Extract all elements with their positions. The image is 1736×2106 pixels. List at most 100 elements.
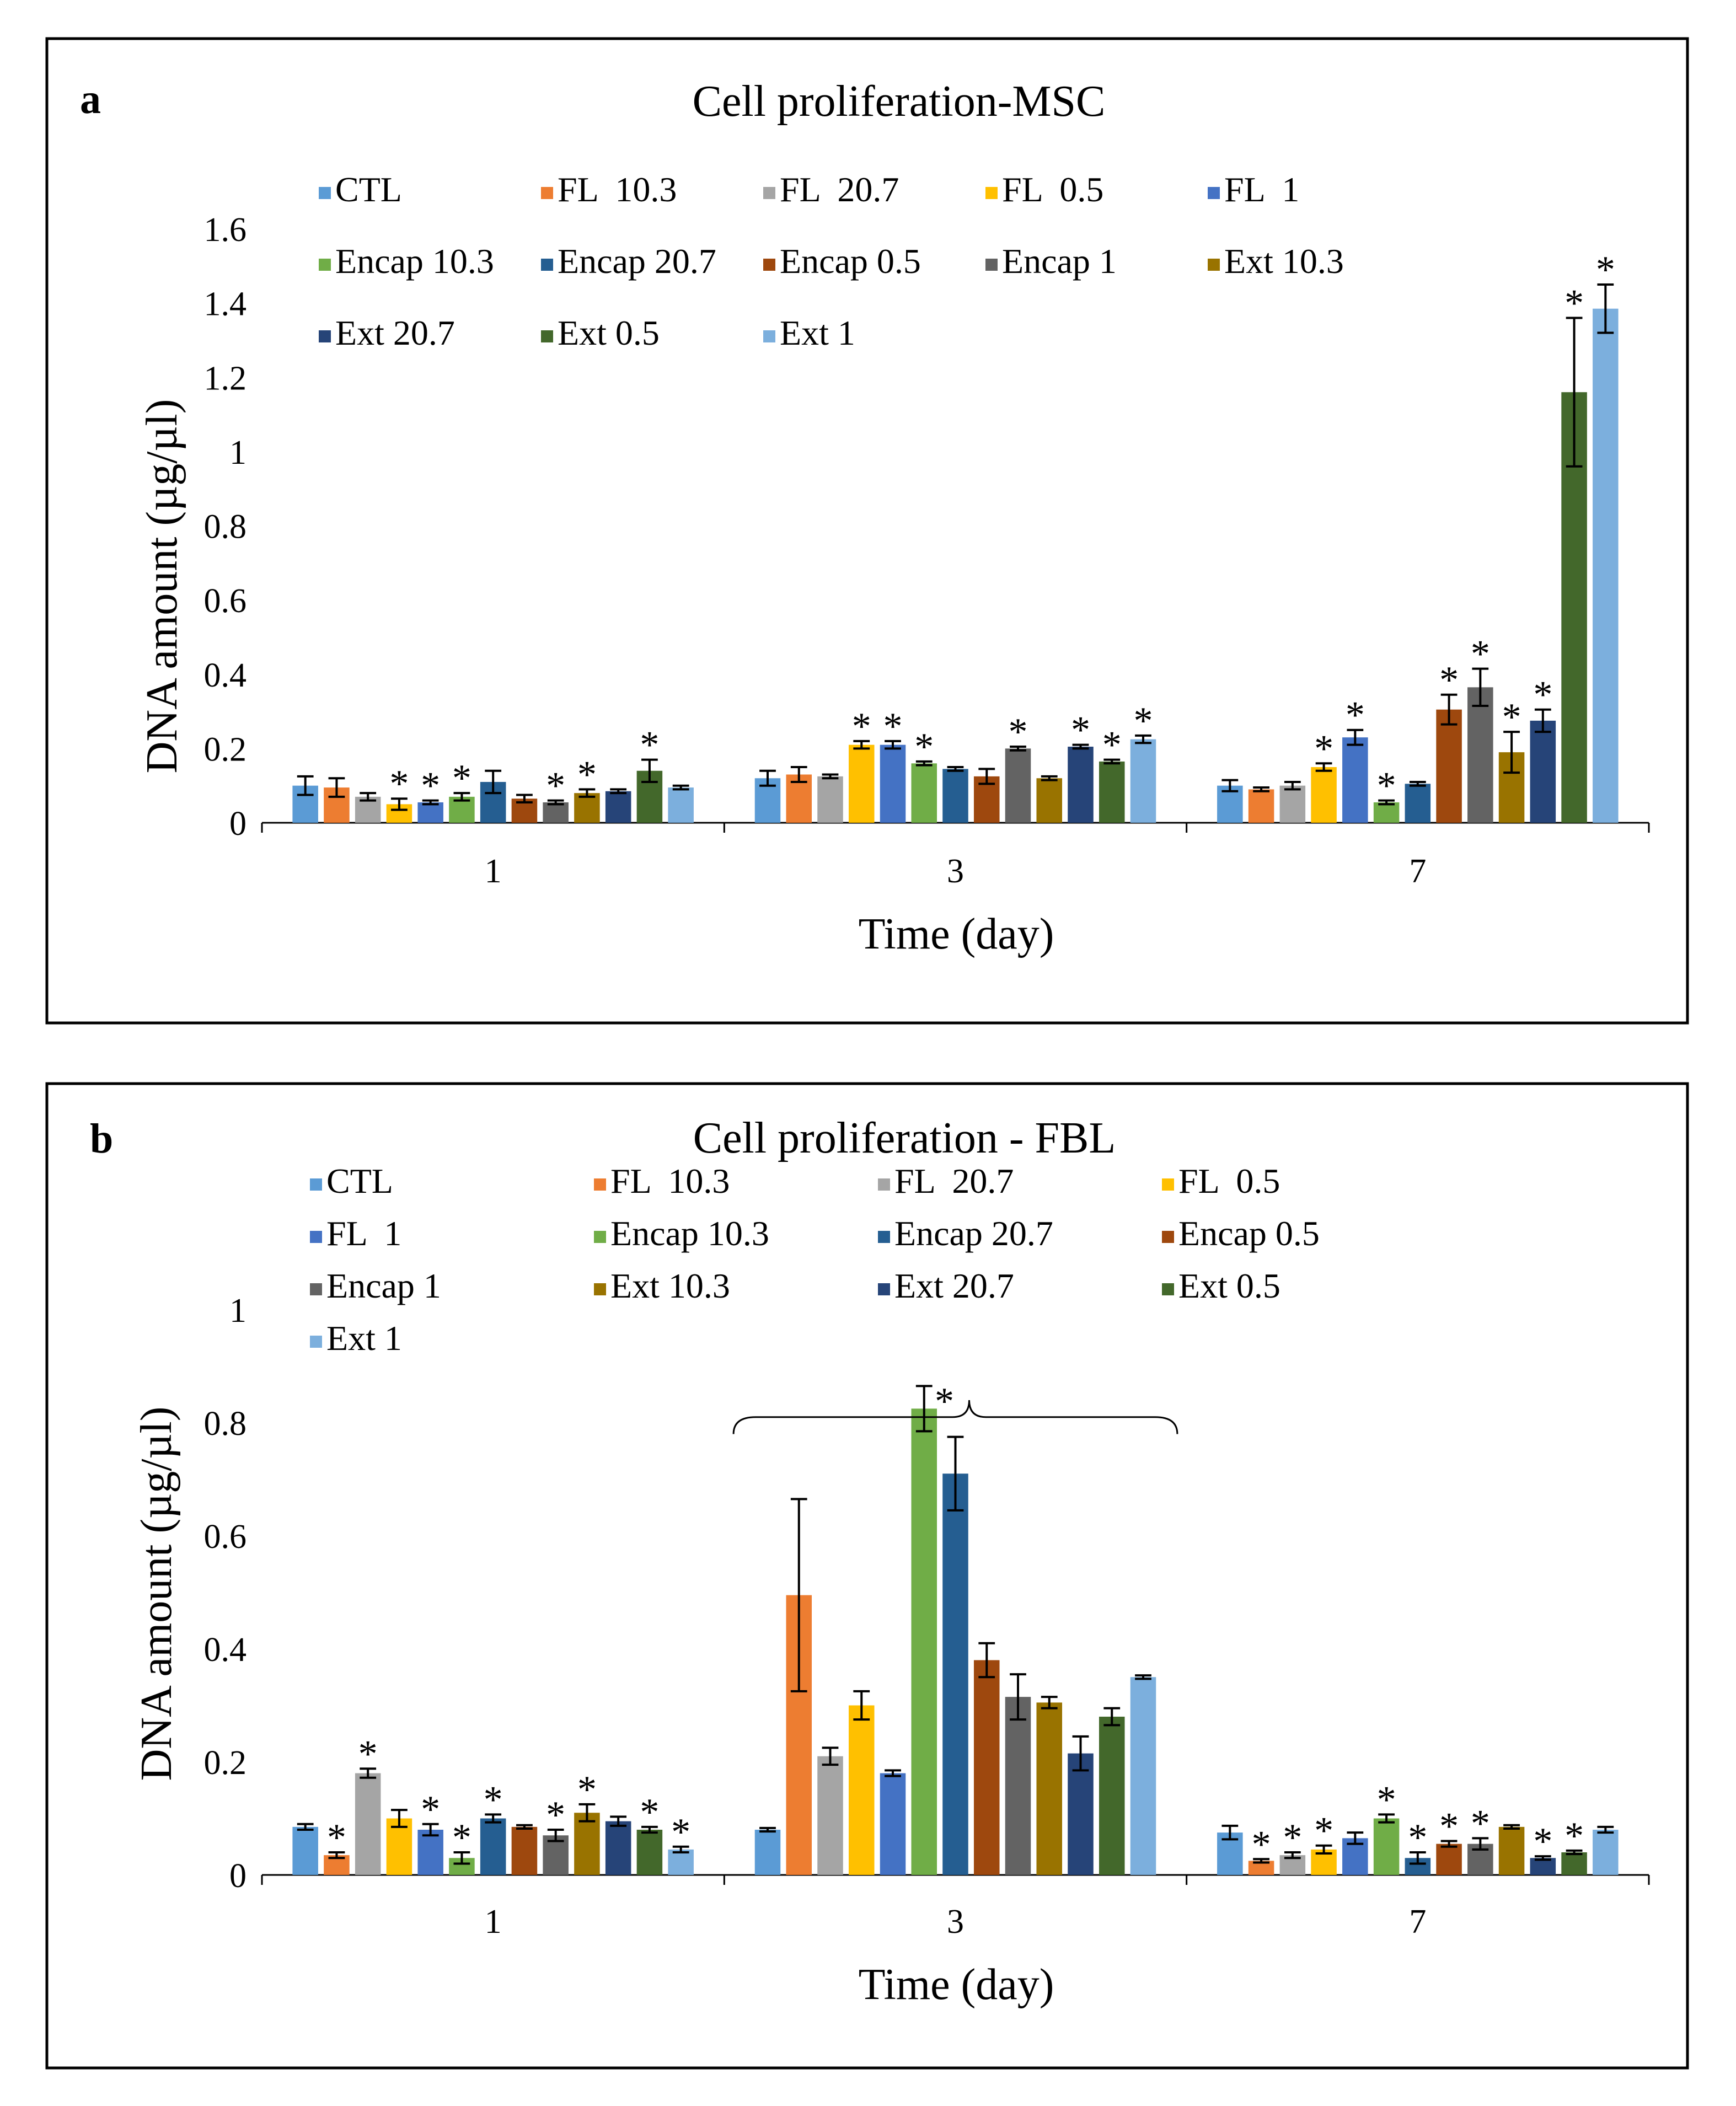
panel-a-significance-star: * (852, 705, 871, 748)
panel-a-significance-star: * (389, 763, 409, 805)
panel-a-x-tick-label: 1 (485, 853, 502, 890)
panel-b-legend-swatch-encap-20-7 (878, 1231, 890, 1243)
panel-a-bar-fl-20-7-day-3 (817, 776, 843, 823)
panel-a-y-tick-label: 1 (229, 434, 247, 471)
panel-b-legend-label-encap-0-5: Encap 0.5 (1178, 1214, 1320, 1253)
panel-a-bar-encap-1-day-7 (1467, 687, 1493, 823)
panel-a-y-tick-label: 0 (229, 805, 247, 843)
panel-a-significance-star: * (1314, 727, 1333, 770)
panel-b-significance-star: * (640, 1791, 659, 1834)
panel-b-bar-ext-1-day-3 (1130, 1677, 1156, 1875)
panel-b-bar-encap-0-5-day-1 (511, 1826, 538, 1875)
panel-b-legend-swatch-fl-0-5 (1162, 1178, 1174, 1191)
panel-a-significance-star: * (1533, 674, 1552, 716)
panel-a-significance-star: * (1346, 694, 1365, 737)
panel-b-legend-label-fl-20-7: FL 20.7 (894, 1161, 1014, 1201)
panel-b-significance-star: * (1252, 1823, 1271, 1866)
panel-a-significance-star: * (1377, 765, 1396, 807)
panel-b-bar-encap-1-day-3 (1005, 1697, 1031, 1875)
panel-a-legend-label-ctl: CTL (335, 170, 402, 209)
panel-a-bar-ext-1-day-7 (1593, 308, 1619, 823)
panel-a-bar-encap-0-5-day-7 (1436, 709, 1462, 823)
panel-b-y-tick-label: 0.6 (204, 1518, 247, 1556)
panel-b-significance-star: * (1283, 1816, 1302, 1859)
panel-a-legend-label-ext-1: Ext 1 (780, 313, 855, 352)
panel-a-significance-star: * (1102, 724, 1122, 767)
panel-a-legend-label-ext-20-7: Ext 20.7 (335, 313, 455, 352)
panel-b-bar-fl-1-day-1 (417, 1830, 443, 1875)
panel-a-bar-fl-20-7-day-7 (1279, 785, 1306, 823)
panel-a-legend-swatch-encap-1 (985, 259, 998, 271)
panel-a-legend-swatch-fl-10-3 (541, 187, 553, 199)
panel-a-bar-encap-10-3-day-3 (911, 763, 937, 823)
panel-a-bar-fl-1-day-7 (1342, 737, 1368, 823)
panel-b-legend-label-ext-1: Ext 1 (326, 1319, 402, 1358)
panel-b-bar-fl-0-5-day-3 (848, 1705, 875, 1875)
panel-a-y-tick-label: 0.8 (204, 508, 247, 546)
panel-a-title: Cell proliferation-MSC (693, 77, 1106, 126)
panel-b-significance-star: * (1533, 1820, 1552, 1863)
panel-b-bar-encap-0-5-day-3 (973, 1660, 1000, 1875)
panel-b-significance-star: * (546, 1794, 565, 1836)
panel-a-bar-ext-1-day-3 (1130, 739, 1156, 823)
panel-b-legend-swatch-ext-10-3 (594, 1283, 606, 1295)
panel-b-y-axis-title: DNA amount (µg/µl) (132, 1407, 181, 1781)
panel-a-legend: CTL FL 10.3 FL 20.7 FL 0.5 FL 1 Encap 10.3 Enc… (319, 170, 1344, 352)
panel-a-bar-ext-0-5-day-3 (1099, 761, 1125, 823)
panel-b-legend-swatch-ctl (310, 1178, 322, 1191)
panel-b-significance-star: * (577, 1769, 597, 1811)
panel-a-legend-label-fl-20-7: FL 20.7 (780, 170, 899, 209)
panel-b-significance-star: * (484, 1778, 503, 1821)
panel-b-y-tick-label: 1 (229, 1292, 247, 1330)
panel-b-bar-ext-1-day-7 (1593, 1830, 1619, 1875)
panel-b-significance-star: * (327, 1816, 346, 1859)
panel-a-y-tick-label: 1.2 (204, 360, 247, 397)
panel-a-legend-label-encap-20-7: Encap 20.7 (558, 242, 716, 281)
panel-a-significance-star: * (1439, 659, 1459, 701)
panel-b-legend-label-ext-10-3: Ext 10.3 (610, 1266, 730, 1305)
panel-a-bar-ext-10-3-day-3 (1036, 778, 1063, 823)
panel-b-x-axis-title: Time (day) (859, 1960, 1054, 2009)
panel-a-y-tick-label: 0.2 (204, 731, 247, 768)
panel-b-significance-star: * (1471, 1802, 1490, 1845)
panel-b-bar-ctl-day-1 (292, 1826, 318, 1875)
panel-b-bar-ext-10-3-day-1 (574, 1813, 600, 1875)
panel-b-legend-swatch-fl-20-7 (878, 1178, 890, 1191)
panel-b-significance-star: * (1408, 1816, 1427, 1859)
panel-a-bar-encap-1-day-3 (1005, 748, 1031, 823)
panel-b-significance-star: * (1314, 1810, 1333, 1852)
panel-b-significance-star: * (421, 1788, 440, 1831)
panel-b-legend-swatch-encap-0-5 (1162, 1231, 1174, 1243)
panel-a-bar-fl-0-5-day-7 (1311, 767, 1337, 823)
panel-a-legend-swatch-ext-1 (763, 330, 775, 342)
panel-a-x-axis-title: Time (day) (859, 910, 1054, 958)
panel-b-legend-label-ext-0-5: Ext 0.5 (1178, 1266, 1280, 1305)
panel-b-legend-swatch-ext-0-5 (1162, 1283, 1174, 1295)
panel-b-legend-label-encap-10-3: Encap 10.3 (610, 1214, 769, 1253)
panel-b-bar-encap-10-3-day-3 (911, 1408, 937, 1875)
panel-a-legend-swatch-encap-20-7 (541, 259, 553, 271)
panel-b-significance-star: * (452, 1816, 471, 1859)
panel-b-bar-ext-20-7-day-3 (1068, 1753, 1094, 1875)
panel-b-legend-swatch-encap-10-3 (594, 1231, 606, 1243)
panel-b-group-significance-star: * (935, 1380, 954, 1423)
panel-a-legend-swatch-fl-20-7 (763, 187, 775, 199)
panel-a-bar-fl-0-5-day-3 (848, 744, 875, 823)
panel-a-frame (45, 37, 1689, 1025)
panel-b-legend: CTL FL 10.3 FL 20.7 FL 0.5 FL 1 Encap 10.3 Enc… (310, 1161, 1320, 1358)
panel-b-bar-ext-0-5-day-1 (636, 1830, 663, 1875)
panel-a-y-tick-label: 0.6 (204, 582, 247, 620)
panel-b-bar-ext-10-3-day-7 (1498, 1826, 1525, 1875)
panel-b-bar-ext-20-7-day-1 (605, 1821, 631, 1875)
panel-a-bar-encap-20-7-day-7 (1405, 784, 1431, 823)
panel-b-bar-encap-20-7-day-3 (942, 1473, 968, 1875)
panel-b-label: b (90, 1116, 113, 1162)
panel-a-significance-star: * (546, 765, 565, 807)
panel-b-y-tick-label: 0.8 (204, 1405, 247, 1443)
panel-a-y-tick-label: 0.4 (204, 657, 247, 694)
panel-a-bar-encap-20-7-day-3 (942, 769, 968, 823)
panel-a-x-tick-label: 7 (1409, 853, 1426, 890)
panel-a-significance-star: * (1471, 633, 1490, 676)
panel-b-legend-label-ext-20-7: Ext 20.7 (894, 1266, 1014, 1305)
